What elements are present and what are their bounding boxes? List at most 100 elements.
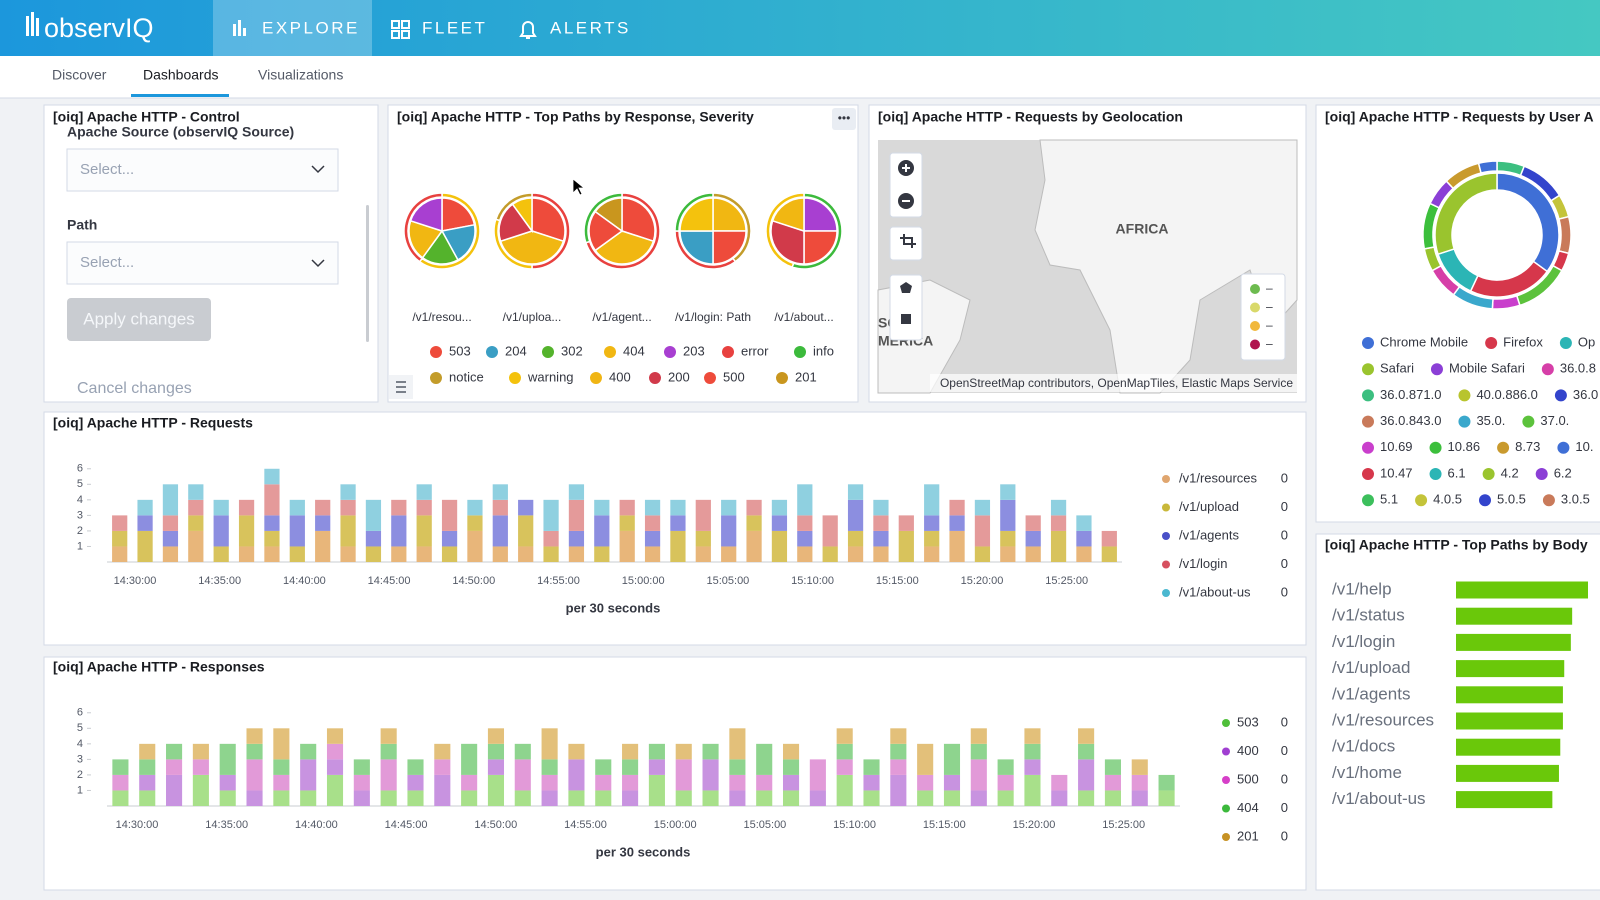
polygon-tool[interactable] (900, 282, 912, 293)
legend-dot (1250, 321, 1260, 331)
legend-dot (430, 346, 442, 358)
bar-segment (353, 774, 370, 791)
legend-dot (1485, 337, 1498, 349)
select-box[interactable] (66, 148, 339, 192)
bar-segment (970, 743, 987, 760)
nav-tab[interactable]: FLEET (422, 18, 487, 37)
bar-segment (112, 530, 128, 547)
options-button[interactable] (832, 108, 856, 130)
bar-segment (648, 759, 665, 775)
legend-dot (1497, 441, 1510, 454)
x-tick-label: 14:45:00 (368, 575, 411, 587)
legend-dot (1362, 468, 1374, 480)
pie-slice (441, 197, 476, 232)
bar-segment (943, 790, 961, 806)
bar-segment (289, 546, 305, 562)
x-tick-label: 15:25:00 (1102, 819, 1145, 831)
bar-segment (675, 759, 692, 791)
bar-segment (1025, 546, 1041, 562)
bar-segment (213, 499, 229, 516)
y-tick-label: 4 (77, 738, 83, 750)
nav-tab[interactable]: EXPLORE (262, 18, 360, 37)
sub-nav-tab[interactable]: Visualizations (258, 67, 343, 83)
bar-segment (434, 759, 451, 775)
legend-label: Op (1578, 334, 1595, 349)
bar-segment (407, 759, 424, 775)
x-tick-label: 14:30:00 (116, 819, 159, 831)
legend-label: – (1266, 281, 1273, 295)
bar-segment (192, 774, 209, 806)
category-label: /v1/help (1332, 579, 1392, 598)
bar-segment (924, 530, 940, 547)
bar-segment (441, 546, 458, 562)
legend-dot (1554, 389, 1567, 402)
bar-segment (1050, 530, 1067, 562)
legend-count: 0 (1281, 714, 1288, 729)
bar-segment (541, 728, 558, 760)
legend-label: 6.1 (1448, 465, 1466, 480)
bar-segment (809, 759, 826, 791)
scrollbar (366, 205, 369, 342)
bar-segment (441, 530, 458, 547)
legend-dot (590, 372, 602, 384)
bar-segment (1131, 759, 1148, 775)
sub-nav-tab[interactable]: Dashboards (143, 67, 219, 83)
bar-segment (514, 790, 531, 806)
sub-nav-tab[interactable]: Discover (52, 67, 107, 83)
legend-dot (1430, 363, 1443, 376)
bar-segment (729, 759, 746, 775)
legend-dot (1541, 363, 1554, 376)
pie-slice (621, 197, 656, 243)
chevron (311, 165, 325, 174)
logo-icon (26, 12, 39, 36)
bar-segment (315, 530, 331, 562)
panel (43, 656, 1307, 891)
y-tick-label: 4 (77, 494, 83, 506)
bar-segment (434, 743, 451, 760)
bar-segment (1078, 728, 1095, 744)
y-tick-label: 2 (77, 525, 83, 537)
select-box[interactable] (66, 241, 339, 285)
bar-segment (695, 499, 711, 531)
bar-segment (1050, 515, 1067, 531)
bar-segment (943, 743, 961, 775)
bar-segment (568, 499, 585, 531)
logo[interactable]: observIQ (44, 13, 154, 43)
bar-segment (970, 728, 987, 744)
nav-tab[interactable]: ALERTS (550, 18, 631, 37)
legend-label: Mobile Safari (1449, 361, 1525, 376)
y-tick-label: 1 (77, 784, 83, 796)
x-tick-label: 15:25:00 (1045, 575, 1088, 587)
legend-dot (722, 346, 734, 358)
bar-segment (594, 499, 610, 516)
bar-segment (568, 743, 585, 760)
y-tick-label: 6 (77, 707, 83, 719)
bar-segment (112, 546, 128, 562)
map-region-label: AFRICA (1116, 221, 1169, 237)
bar-segment (771, 530, 788, 562)
y-tick-label: 5 (77, 722, 83, 734)
apply-button[interactable] (67, 298, 211, 341)
legend-label: 10. (1575, 439, 1593, 454)
attribution-bg (930, 374, 1297, 392)
legend-dot (1362, 415, 1374, 428)
pie-slice (1477, 160, 1498, 174)
legend-dot (1557, 441, 1570, 454)
chevron (311, 259, 325, 268)
bar-segment (246, 759, 263, 791)
legend-label: 404 (623, 343, 645, 358)
legend-label: 10.69 (1380, 439, 1413, 454)
bar-segment (622, 790, 639, 806)
bar-segment (112, 790, 129, 806)
bar-segment (289, 515, 305, 547)
cancel-link[interactable]: Cancel changes (77, 380, 192, 397)
draw-tools[interactable] (889, 274, 923, 341)
bar-segment (487, 774, 505, 806)
box-tool[interactable] (901, 314, 911, 324)
legend-label: 6.2 (1554, 465, 1572, 480)
x-tick-label: 14:40:00 (295, 819, 338, 831)
active-underline (131, 94, 229, 97)
zoom-in-icon (902, 164, 910, 172)
bar-segment (797, 546, 813, 562)
